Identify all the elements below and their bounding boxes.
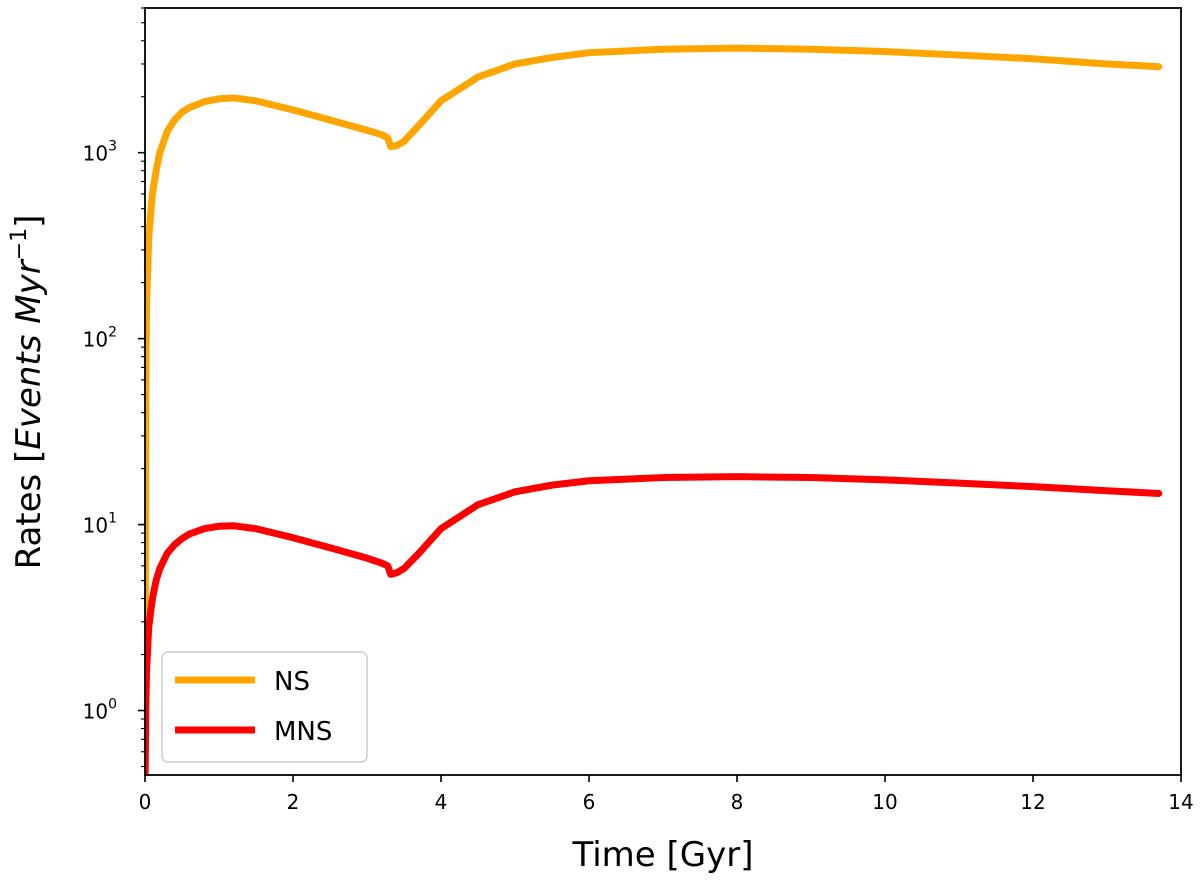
plot-frame [144, 7, 1182, 776]
x-axis-title: Time [Gyr] [572, 835, 754, 875]
y-tick-label-base: 10 [83, 700, 108, 724]
legend-label-mns: MNS [274, 717, 332, 747]
x-tick-label: 8 [731, 790, 744, 814]
legend-label-ns: NS [274, 667, 310, 697]
x-tick-label: 2 [287, 790, 300, 814]
x-tick-label: 6 [583, 790, 596, 814]
x-tick-label: 10 [872, 790, 897, 814]
y-tick-label: 100 [83, 697, 117, 724]
y-tick-label-exponent: 0 [108, 697, 117, 713]
series-line-ns [145, 44, 1163, 770]
y-tick-label: 102 [83, 325, 117, 352]
x-tick-label: 0 [139, 790, 152, 814]
y-tick-label-exponent: 1 [108, 511, 117, 527]
y-axis-title-suffix: ] [9, 215, 49, 228]
x-tick-label: 14 [1168, 790, 1193, 814]
legend: NS MNS [161, 651, 368, 763]
y-axis-title: Rates [Events Myr−1] [7, 215, 49, 570]
y-tick-label-base: 10 [83, 328, 108, 352]
series-layer [145, 44, 1163, 775]
y-tick-label: 103 [83, 139, 117, 166]
x-tick-label: 4 [435, 790, 448, 814]
y-tick-label-exponent: 2 [108, 325, 117, 341]
y-axis-title-italic: Events Myr [9, 258, 49, 449]
y-tick-label-base: 10 [83, 142, 108, 166]
legend-box [161, 651, 368, 763]
y-tick-label: 101 [83, 511, 117, 538]
x-tick-label: 12 [1020, 790, 1045, 814]
y-axis-title-exponent: −1 [7, 228, 32, 260]
y-tick-label-base: 10 [83, 514, 108, 538]
y-tick-label-exponent: 3 [108, 139, 117, 155]
series-line-mns [145, 473, 1163, 775]
y-axis-title-prefix: Rates [ [9, 450, 49, 570]
x-ticks: 0 2 4 6 8 10 12 14 [139, 775, 1194, 814]
